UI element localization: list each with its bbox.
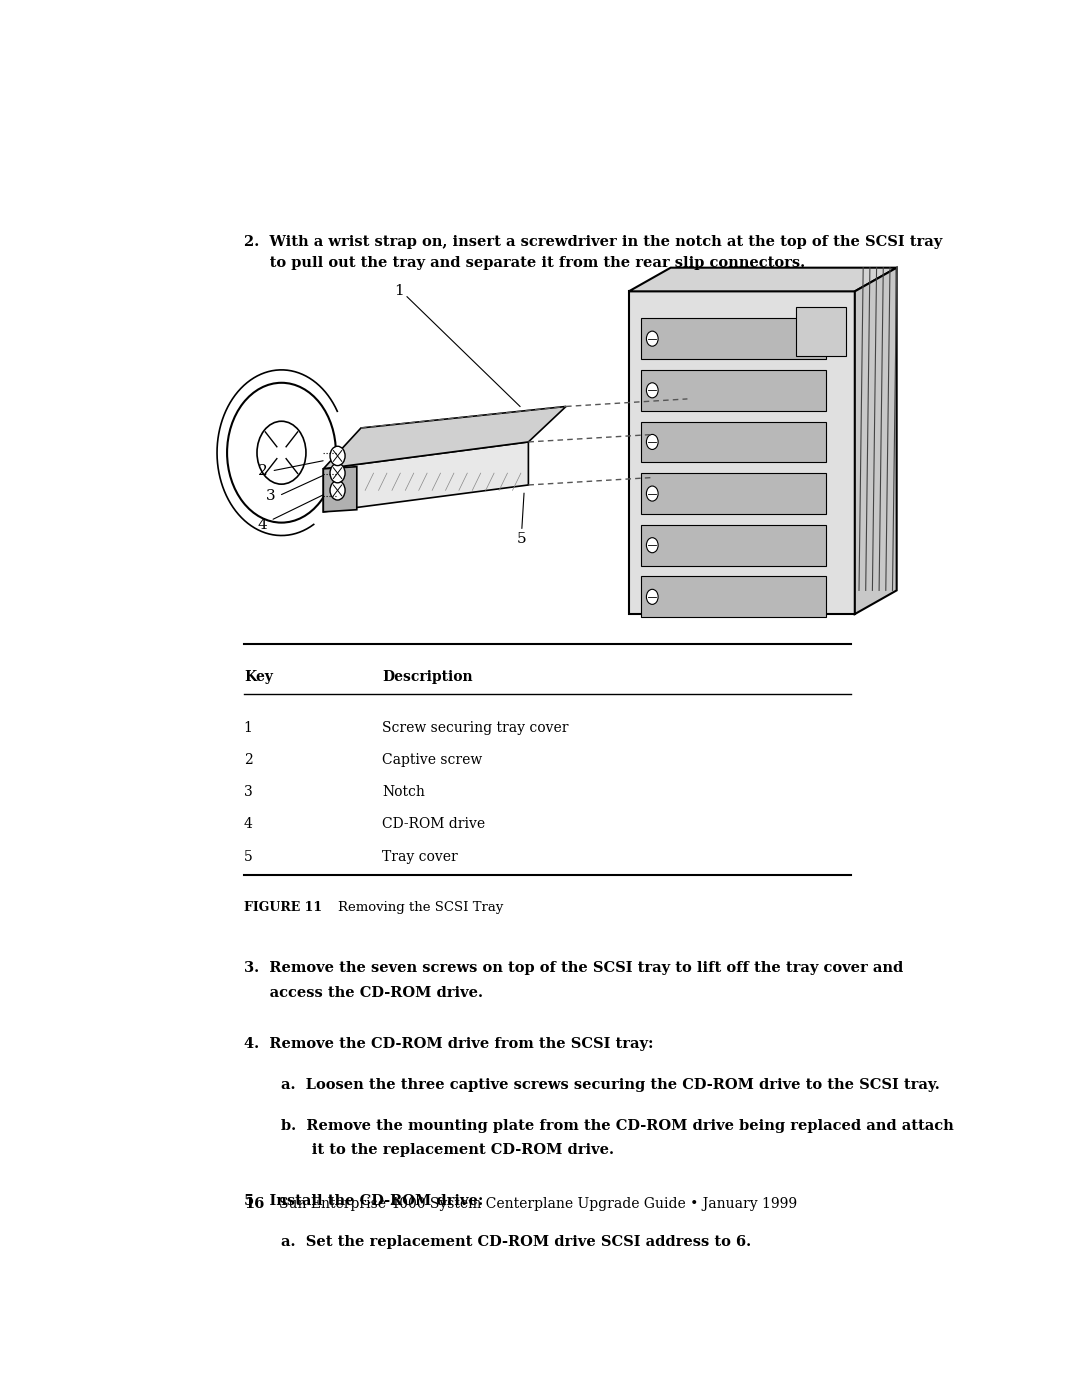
Text: 4: 4 [244,817,253,831]
Text: CD-ROM drive: CD-ROM drive [382,817,485,831]
Text: Notch: Notch [382,785,424,799]
Text: 4.  Remove the CD-ROM drive from the SCSI tray:: 4. Remove the CD-ROM drive from the SCSI… [244,1037,653,1051]
Text: a.  Loosen the three captive screws securing the CD-ROM drive to the SCSI tray.: a. Loosen the three captive screws secur… [282,1077,941,1091]
Circle shape [647,383,658,398]
Polygon shape [629,292,855,615]
Text: 2: 2 [258,464,268,478]
Text: a.  Set the replacement CD-ROM drive SCSI address to 6.: a. Set the replacement CD-ROM drive SCSI… [282,1235,752,1249]
Circle shape [647,486,658,502]
Text: FIGURE 11: FIGURE 11 [244,901,322,914]
Text: 2.  With a wrist strap on, insert a screwdriver in the notch at the top of the S: 2. With a wrist strap on, insert a screw… [244,236,942,250]
Text: 3: 3 [244,785,253,799]
Circle shape [647,538,658,553]
Bar [642,474,825,514]
Text: Sun Enterprise 4000 System Centerplane Upgrade Guide • January 1999: Sun Enterprise 4000 System Centerplane U… [279,1197,797,1211]
Text: 4: 4 [257,518,267,532]
Text: Tray cover: Tray cover [382,849,458,863]
Circle shape [330,464,346,483]
Text: 5: 5 [517,532,527,546]
Text: Key: Key [244,671,273,685]
Text: Description: Description [382,671,473,685]
Circle shape [330,481,346,500]
Text: access the CD-ROM drive.: access the CD-ROM drive. [244,986,483,1000]
Text: 16: 16 [244,1197,265,1211]
Text: Screw securing tray cover: Screw securing tray cover [382,721,568,735]
Text: Captive screw: Captive screw [382,753,482,767]
Text: 3: 3 [266,489,275,503]
Polygon shape [855,268,896,615]
Text: b.  Remove the mounting plate from the CD-ROM drive being replaced and attach: b. Remove the mounting plate from the CD… [282,1119,955,1133]
Text: 5.  Install the CD-ROM drive:: 5. Install the CD-ROM drive: [244,1194,483,1208]
Bar [642,319,825,359]
Bar [642,422,825,462]
Bar [642,525,825,566]
Circle shape [647,331,658,346]
Text: 5: 5 [244,849,253,863]
Text: 3.  Remove the seven screws on top of the SCSI tray to lift off the tray cover a: 3. Remove the seven screws on top of the… [244,961,903,975]
Bar [796,307,847,356]
Text: it to the replacement CD-ROM drive.: it to the replacement CD-ROM drive. [282,1143,615,1157]
Text: 2: 2 [244,753,253,767]
Text: 1: 1 [244,721,253,735]
Bar [642,370,825,411]
Circle shape [647,590,658,605]
Polygon shape [323,407,566,469]
Text: Removing the SCSI Tray: Removing the SCSI Tray [338,901,503,914]
Polygon shape [323,467,356,511]
Text: to pull out the tray and separate it from the rear slip connectors.: to pull out the tray and separate it fro… [244,256,805,270]
Polygon shape [629,268,896,292]
Polygon shape [323,441,528,511]
Circle shape [647,434,658,450]
Bar [642,577,825,617]
Text: 1: 1 [394,285,404,299]
Circle shape [330,446,346,465]
